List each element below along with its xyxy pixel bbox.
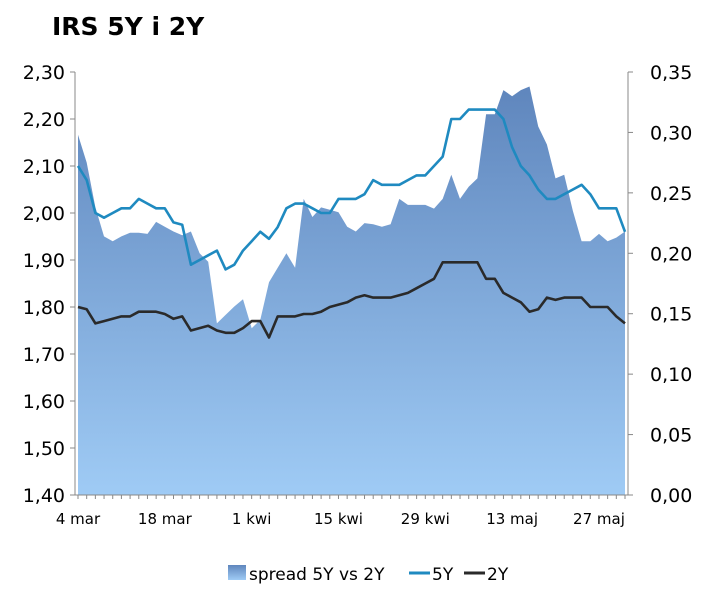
- chart-title: IRS 5Y i 2Y: [52, 12, 205, 41]
- y-left-tick-label: 1,70: [23, 344, 65, 366]
- x-tick-label: 1 kwi: [232, 510, 271, 528]
- axes-layer: 1,40 1,50 1,60 1,70 1,80 1,90 2,00 2,10 2,20 2,30…: [23, 62, 693, 528]
- y-left-tick-label: 1,40: [23, 485, 65, 507]
- series-line-2y: [77, 260, 626, 339]
- y-right-tick-label: 0,00: [650, 485, 692, 507]
- x-tick-label: 27 maj: [573, 510, 625, 528]
- legend-swatch-spread: [228, 565, 246, 580]
- legend-label: 5Y: [432, 565, 454, 585]
- y-left-tick-label: 1,50: [23, 438, 65, 460]
- y-right-tick-label: 0,25: [650, 183, 692, 205]
- area-layer: [78, 86, 625, 495]
- y-right-tick-label: 0,10: [650, 364, 692, 386]
- legend: spread 5Y vs 2Y 5Y 2Y: [228, 565, 509, 585]
- legend-label: spread 5Y vs 2Y: [249, 565, 385, 585]
- y-right-tick-label: 0,15: [650, 304, 692, 326]
- y-left-tick-label: 2,10: [23, 156, 65, 178]
- y-left-tick-label: 2,30: [23, 62, 65, 84]
- y-left-tick-label: 1,60: [23, 391, 65, 413]
- y-left-tick-label: 2,20: [23, 109, 65, 131]
- y-right-tick-label: 0,20: [650, 243, 692, 265]
- x-tick-label: 29 kwi: [401, 510, 450, 528]
- x-tick-label: 18 mar: [138, 510, 193, 528]
- lines-layer: [76, 108, 627, 339]
- y-right-tick-label: 0,05: [650, 425, 692, 447]
- legend-label: 2Y: [487, 565, 509, 585]
- series-area-spread: [78, 86, 625, 495]
- x-tick-label: 13 maj: [486, 510, 538, 528]
- y-right-tick-label: 0,30: [650, 122, 692, 144]
- y-left-tick-label: 1,90: [23, 250, 65, 272]
- y-right-tick-label: 0,35: [650, 62, 692, 84]
- y-left-tick-label: 1,80: [23, 297, 65, 319]
- y-left-tick-label: 2,00: [23, 203, 65, 225]
- series-line-5y: [76, 108, 627, 271]
- x-tick-label: 4 mar: [56, 510, 101, 528]
- x-tick-label: 15 kwi: [314, 510, 363, 528]
